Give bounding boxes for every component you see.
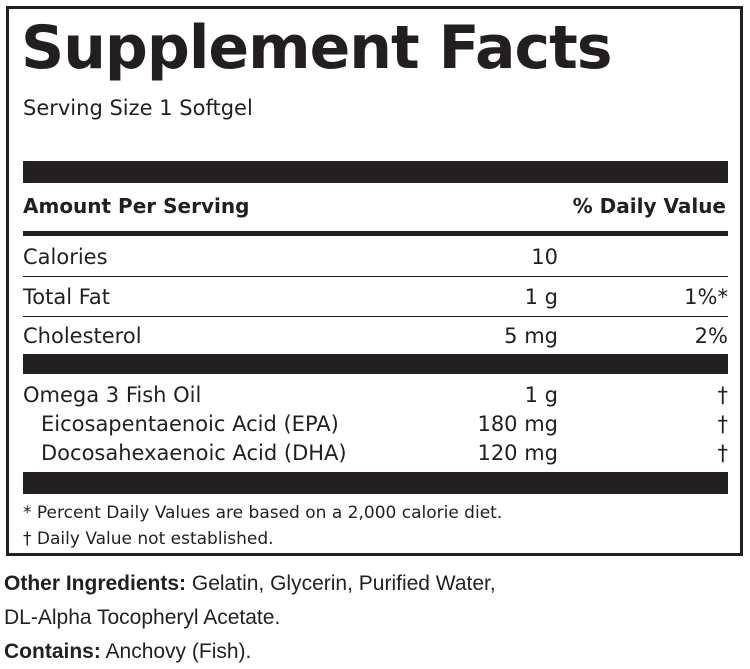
contains-text: Anchovy (Fish). bbox=[105, 640, 252, 663]
other-ingredients-label: Other Ingredients: bbox=[4, 572, 187, 595]
other-ingredients-line-1: Other Ingredients: Gelatin, Glycerin, Pu… bbox=[4, 570, 496, 598]
nutrient-daily-value: † bbox=[717, 441, 729, 465]
nutrient-name: Cholesterol bbox=[23, 324, 142, 348]
footnote-percent-daily-value: * Percent Daily Values are based on a 2,… bbox=[23, 503, 503, 523]
nutrient-row-calories: Calories 10 bbox=[23, 243, 728, 271]
thick-divider-bottom bbox=[23, 472, 728, 494]
nutrient-name: Calories bbox=[23, 245, 108, 269]
nutrient-row-cholesterol: Cholesterol 5 mg 2% bbox=[23, 322, 728, 350]
nutrient-name: Docosahexaenoic Acid (DHA) bbox=[41, 441, 347, 465]
panel-title: Supplement Facts bbox=[21, 13, 613, 83]
other-ingredients-text: Gelatin, Glycerin, Purified Water, bbox=[191, 572, 496, 595]
nutrient-row-dha: Docosahexaenoic Acid (DHA) 120 mg † bbox=[23, 439, 728, 467]
nutrient-amount: 180 mg bbox=[477, 412, 558, 436]
row-divider bbox=[23, 276, 728, 277]
nutrient-amount: 1 g bbox=[524, 383, 558, 407]
other-ingredients-line-2: DL-Alpha Tocopheryl Acetate. bbox=[4, 606, 281, 629]
nutrient-amount: 120 mg bbox=[477, 441, 558, 465]
nutrient-daily-value: 1%* bbox=[684, 285, 728, 309]
nutrient-daily-value: † bbox=[717, 412, 729, 436]
contains-label: Contains: bbox=[4, 640, 101, 663]
amount-per-serving-header: Amount Per Serving bbox=[23, 194, 250, 218]
nutrient-amount: 10 bbox=[531, 245, 558, 269]
serving-size: Serving Size 1 Softgel bbox=[23, 96, 253, 120]
supplement-facts-panel: Supplement Facts Serving Size 1 Softgel … bbox=[6, 6, 743, 556]
nutrient-amount: 5 mg bbox=[504, 324, 558, 348]
daily-value-header: % Daily Value bbox=[572, 194, 726, 218]
nutrient-daily-value: 2% bbox=[694, 324, 728, 348]
nutrient-row-omega-3: Omega 3 Fish Oil 1 g † bbox=[23, 381, 728, 409]
nutrient-row-epa: Eicosapentaenoic Acid (EPA) 180 mg † bbox=[23, 410, 728, 438]
row-divider bbox=[23, 316, 728, 317]
nutrient-daily-value: † bbox=[717, 383, 729, 407]
thick-divider-middle bbox=[23, 354, 728, 374]
nutrient-row-total-fat: Total Fat 1 g 1%* bbox=[23, 283, 728, 311]
nutrient-name: Eicosapentaenoic Acid (EPA) bbox=[41, 412, 339, 436]
nutrient-name: Omega 3 Fish Oil bbox=[23, 383, 202, 407]
contains-line: Contains: Anchovy (Fish). bbox=[4, 638, 251, 666]
footnote-dagger: † Daily Value not established. bbox=[23, 529, 274, 549]
medium-divider bbox=[23, 231, 728, 236]
nutrient-name: Total Fat bbox=[23, 285, 110, 309]
thick-divider-top bbox=[23, 161, 728, 183]
nutrient-amount: 1 g bbox=[524, 285, 558, 309]
